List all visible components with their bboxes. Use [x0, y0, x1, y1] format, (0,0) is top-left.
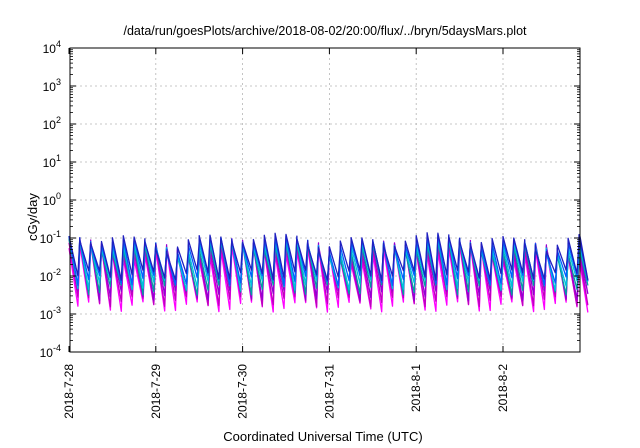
- chart-title: /data/run/goesPlots/archive/2018-08-02/2…: [123, 24, 527, 38]
- x-tick-label: 2018-8-1: [409, 364, 423, 412]
- y-tick-label: 100: [43, 191, 61, 208]
- x-axis: 2018-7-28 2018-7-29 2018-7-30 2018-7-31 2018…: [62, 48, 510, 419]
- x-tick-label: 2018-7-31: [322, 364, 336, 419]
- series-group: [68, 232, 589, 313]
- y-tick-label: 102: [43, 115, 61, 132]
- y-tick-label: 103: [43, 77, 61, 94]
- y-axis-title: cGy/day: [25, 193, 40, 241]
- y-tick-label: 10-4: [40, 343, 61, 360]
- grid: [70, 48, 580, 352]
- y-tick-label: 10-2: [40, 267, 61, 284]
- y-tick-label: 10-3: [40, 305, 61, 322]
- x-tick-label: 2018-8-2: [496, 364, 510, 412]
- y-tick-label: 104: [43, 39, 61, 56]
- series-line: [68, 232, 589, 281]
- x-tick-label: 2018-7-29: [149, 364, 163, 419]
- y-tick-label: 10-1: [40, 229, 61, 246]
- y-tick-label: 101: [43, 153, 61, 170]
- x-tick-label: 2018-7-30: [236, 364, 250, 419]
- x-tick-label: 2018-7-28: [62, 364, 76, 419]
- y-axis: 104 103 102 101 100 10-1 10-2 10-3 10-4: [40, 39, 580, 360]
- x-axis-title: Coordinated Universal Time (UTC): [223, 429, 422, 444]
